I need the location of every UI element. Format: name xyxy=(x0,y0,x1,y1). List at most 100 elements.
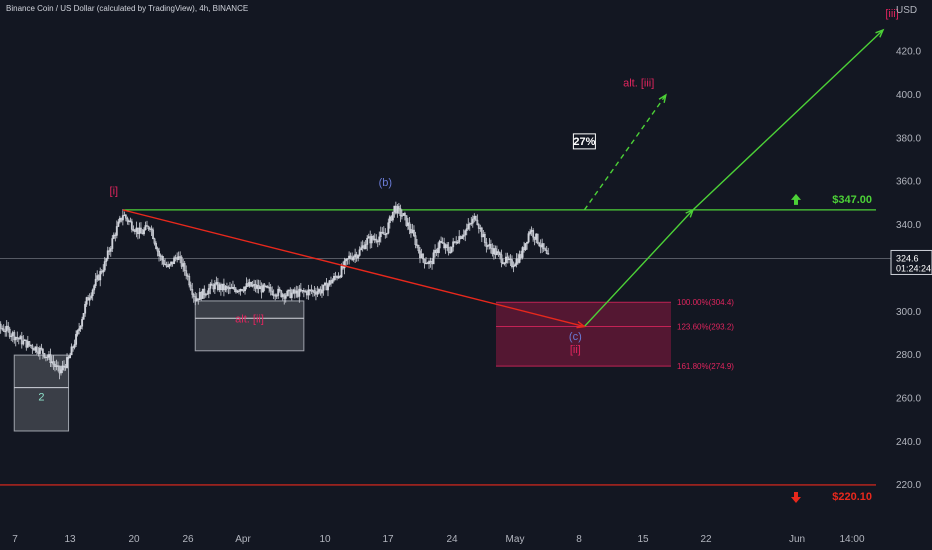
candle-body xyxy=(461,236,464,239)
x-tick-label: Apr xyxy=(235,534,251,545)
candle-body xyxy=(503,262,506,265)
candle-body xyxy=(111,238,114,249)
candle-body xyxy=(123,214,126,217)
candle-body xyxy=(60,369,62,374)
candle-body xyxy=(295,290,298,294)
candle-body xyxy=(69,354,72,359)
candle-body xyxy=(233,286,236,290)
candle-body xyxy=(188,276,191,286)
candle-body xyxy=(302,289,305,292)
y-tick-label: 380.0 xyxy=(896,133,921,144)
wave-label: [iii] xyxy=(885,8,898,20)
candle-body xyxy=(180,256,183,267)
candle-body xyxy=(146,225,148,227)
candle-body xyxy=(275,295,278,297)
candle-body xyxy=(462,234,465,237)
percent-badge-frame xyxy=(572,133,596,150)
candle-body xyxy=(544,248,547,251)
candle-body xyxy=(207,288,210,294)
candle-body xyxy=(467,224,470,229)
candle-body xyxy=(393,205,396,213)
candle-body xyxy=(79,325,82,329)
candle-body xyxy=(130,221,133,230)
candle-body xyxy=(82,312,85,320)
candle-body xyxy=(1,328,4,330)
candle-body xyxy=(173,257,176,265)
candle-body xyxy=(256,285,259,289)
candle-body xyxy=(13,332,16,341)
main-projection-line xyxy=(583,29,884,327)
candle-body xyxy=(266,285,269,288)
arrowhead-icon xyxy=(658,93,667,103)
candle-body xyxy=(470,222,473,225)
candle-body xyxy=(183,263,186,271)
candle-body xyxy=(304,291,307,293)
candle-body xyxy=(8,328,11,337)
candle-body xyxy=(406,222,409,226)
candle-body xyxy=(482,234,485,238)
candle-body xyxy=(51,361,53,363)
candle-body xyxy=(241,289,243,291)
candle-body xyxy=(354,254,357,257)
candle-body xyxy=(474,216,477,221)
candle-body xyxy=(198,292,201,301)
wave-label: [i] xyxy=(110,186,119,198)
candle-body xyxy=(215,282,218,285)
candle-body xyxy=(41,348,44,354)
candle-body xyxy=(280,290,283,297)
candle-body xyxy=(221,283,224,290)
candle-body xyxy=(497,251,500,254)
candle-body xyxy=(11,332,14,337)
candle-body xyxy=(88,297,91,301)
candle-body xyxy=(213,283,216,290)
candle-body xyxy=(449,251,452,254)
candle-body xyxy=(316,291,319,295)
wave-label: alt. [iii] xyxy=(623,77,654,89)
candle-body xyxy=(228,287,231,290)
candle-body xyxy=(195,298,198,302)
candle-body xyxy=(140,227,142,234)
candle-body xyxy=(204,294,207,296)
candle-body xyxy=(201,288,204,299)
candle-body xyxy=(16,336,19,339)
candle-body xyxy=(471,218,474,224)
candle-body xyxy=(192,294,195,297)
candle-body xyxy=(515,258,518,265)
candle-body xyxy=(364,244,367,249)
candle-body xyxy=(81,319,84,327)
fib-level-label: 123.60%(293.2) xyxy=(677,323,734,332)
candle-body xyxy=(366,237,369,245)
candle-body xyxy=(103,261,106,271)
candle-body xyxy=(385,232,388,235)
candle-body xyxy=(535,233,538,240)
wave-label: 2 xyxy=(38,392,44,404)
candle-body xyxy=(44,356,47,358)
candle-body xyxy=(420,253,423,259)
candle-body xyxy=(106,250,109,259)
wave-label: (b) xyxy=(379,177,392,189)
candle-body xyxy=(14,336,17,341)
candle-body xyxy=(506,256,509,261)
x-tick-label: 20 xyxy=(128,534,140,545)
candle-body xyxy=(203,288,206,295)
candle-body xyxy=(156,248,159,252)
candle-body xyxy=(150,228,153,231)
wave-label: (c) xyxy=(569,331,582,343)
candle-body xyxy=(94,278,97,286)
candle-body xyxy=(47,354,50,358)
candle-body xyxy=(512,265,515,268)
candle-body xyxy=(75,333,78,345)
candle-body xyxy=(358,249,361,256)
candle-body xyxy=(40,347,43,350)
candle-body xyxy=(290,292,293,298)
candle-body xyxy=(168,264,171,267)
candle-body xyxy=(327,284,329,291)
candle-body xyxy=(49,354,52,363)
candle-body xyxy=(453,241,456,243)
fib-level-label: 161.80%(274.9) xyxy=(677,362,734,371)
x-tick-label: 7 xyxy=(12,534,18,545)
alt-projection-line xyxy=(583,94,667,211)
candle-body xyxy=(473,216,476,220)
x-tick-label: 14:00 xyxy=(839,534,864,545)
